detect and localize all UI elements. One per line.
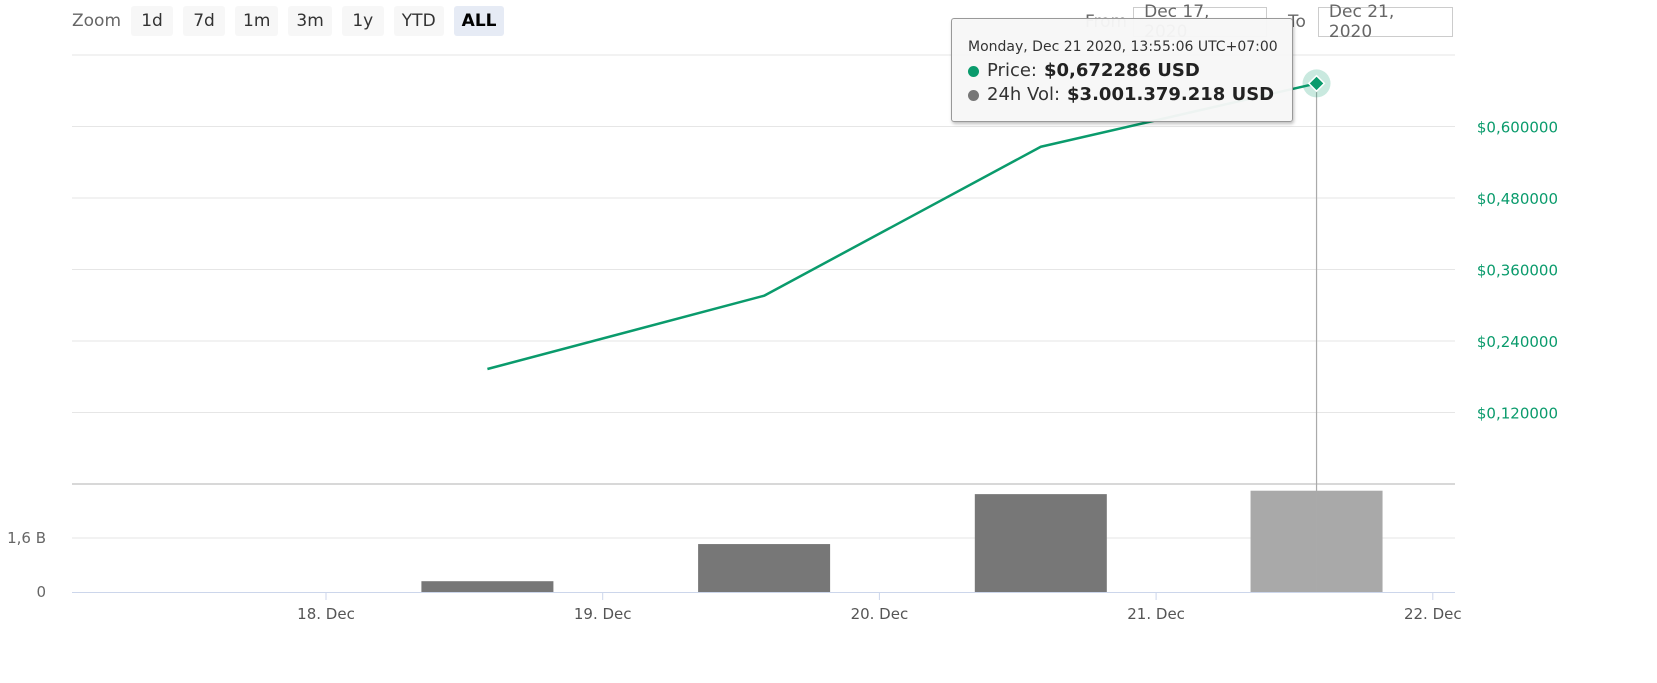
tooltip-price-label: Price:	[987, 60, 1037, 81]
hover-point-marker	[1307, 74, 1326, 93]
price-axis: $0,120000 $0,240000 $0,360000 $0,480000 $0,6…	[1477, 119, 1558, 423]
x-tick-label: 18. Dec	[297, 605, 355, 623]
volume-tick-label: 1,6 B	[7, 529, 46, 547]
volume-bars	[421, 490, 1383, 592]
zoom-1d-button[interactable]: 1d	[131, 6, 174, 36]
x-tick-label: 20. Dec	[851, 605, 909, 623]
range-to-input[interactable]: Dec 21, 2020	[1317, 2, 1453, 42]
zoom-ytd-button[interactable]: YTD	[393, 6, 444, 36]
tooltip-header: Monday, Dec 21 2020, 13:55:06 UTC+07:00	[968, 39, 1278, 55]
volume-tick-label: 0	[36, 583, 46, 601]
price-tick-label: $0,600000	[1477, 119, 1558, 137]
price-tick-label: $0,120000	[1477, 405, 1558, 423]
grid-lines	[72, 54, 1455, 539]
price-tick-label: $0,240000	[1477, 333, 1558, 351]
x-axis: 18. Dec 19. Dec 20. Dec 21. Dec 22. Dec	[72, 592, 1462, 623]
tooltip-volume-row: 24h Vol: $3.001.379.218 USD	[968, 83, 1292, 107]
zoom-toolbar: Zoom 1d 7d 1m 3m 1y YTD ALL	[72, 6, 505, 36]
volume-bar	[698, 544, 831, 592]
price-tick-label: $0,480000	[1477, 190, 1558, 208]
volume-bar	[421, 581, 554, 592]
tooltip-price-row: Price: $0,672286 USD	[968, 59, 1292, 83]
zoom-1y-button[interactable]: 1y	[341, 6, 384, 36]
tooltip: Monday, Dec 21 2020, 13:55:06 UTC+07:00 …	[951, 18, 1293, 122]
zoom-label: Zoom	[72, 11, 122, 31]
tooltip-volume-label: 24h Vol:	[987, 84, 1061, 105]
volume-axis: 0 1,6 B	[7, 529, 46, 601]
price-tick-label: $0,360000	[1477, 262, 1558, 280]
zoom-all-button[interactable]: ALL	[453, 6, 505, 36]
x-tick-label: 22. Dec	[1404, 605, 1462, 623]
volume-dot-icon	[968, 89, 979, 101]
price-dot-icon	[968, 65, 979, 77]
zoom-7d-button[interactable]: 7d	[183, 6, 226, 36]
tooltip-price-value: $0,672286 USD	[1043, 60, 1200, 81]
hover-marker	[1302, 69, 1331, 98]
zoom-3m-button[interactable]: 3m	[288, 6, 332, 36]
x-tick-label: 19. Dec	[574, 605, 632, 623]
tooltip-volume-value: $3.001.379.218 USD	[1067, 84, 1275, 105]
volume-bar	[974, 494, 1107, 592]
zoom-1m-button[interactable]: 1m	[235, 6, 279, 36]
x-tick-label: 21. Dec	[1127, 605, 1185, 623]
